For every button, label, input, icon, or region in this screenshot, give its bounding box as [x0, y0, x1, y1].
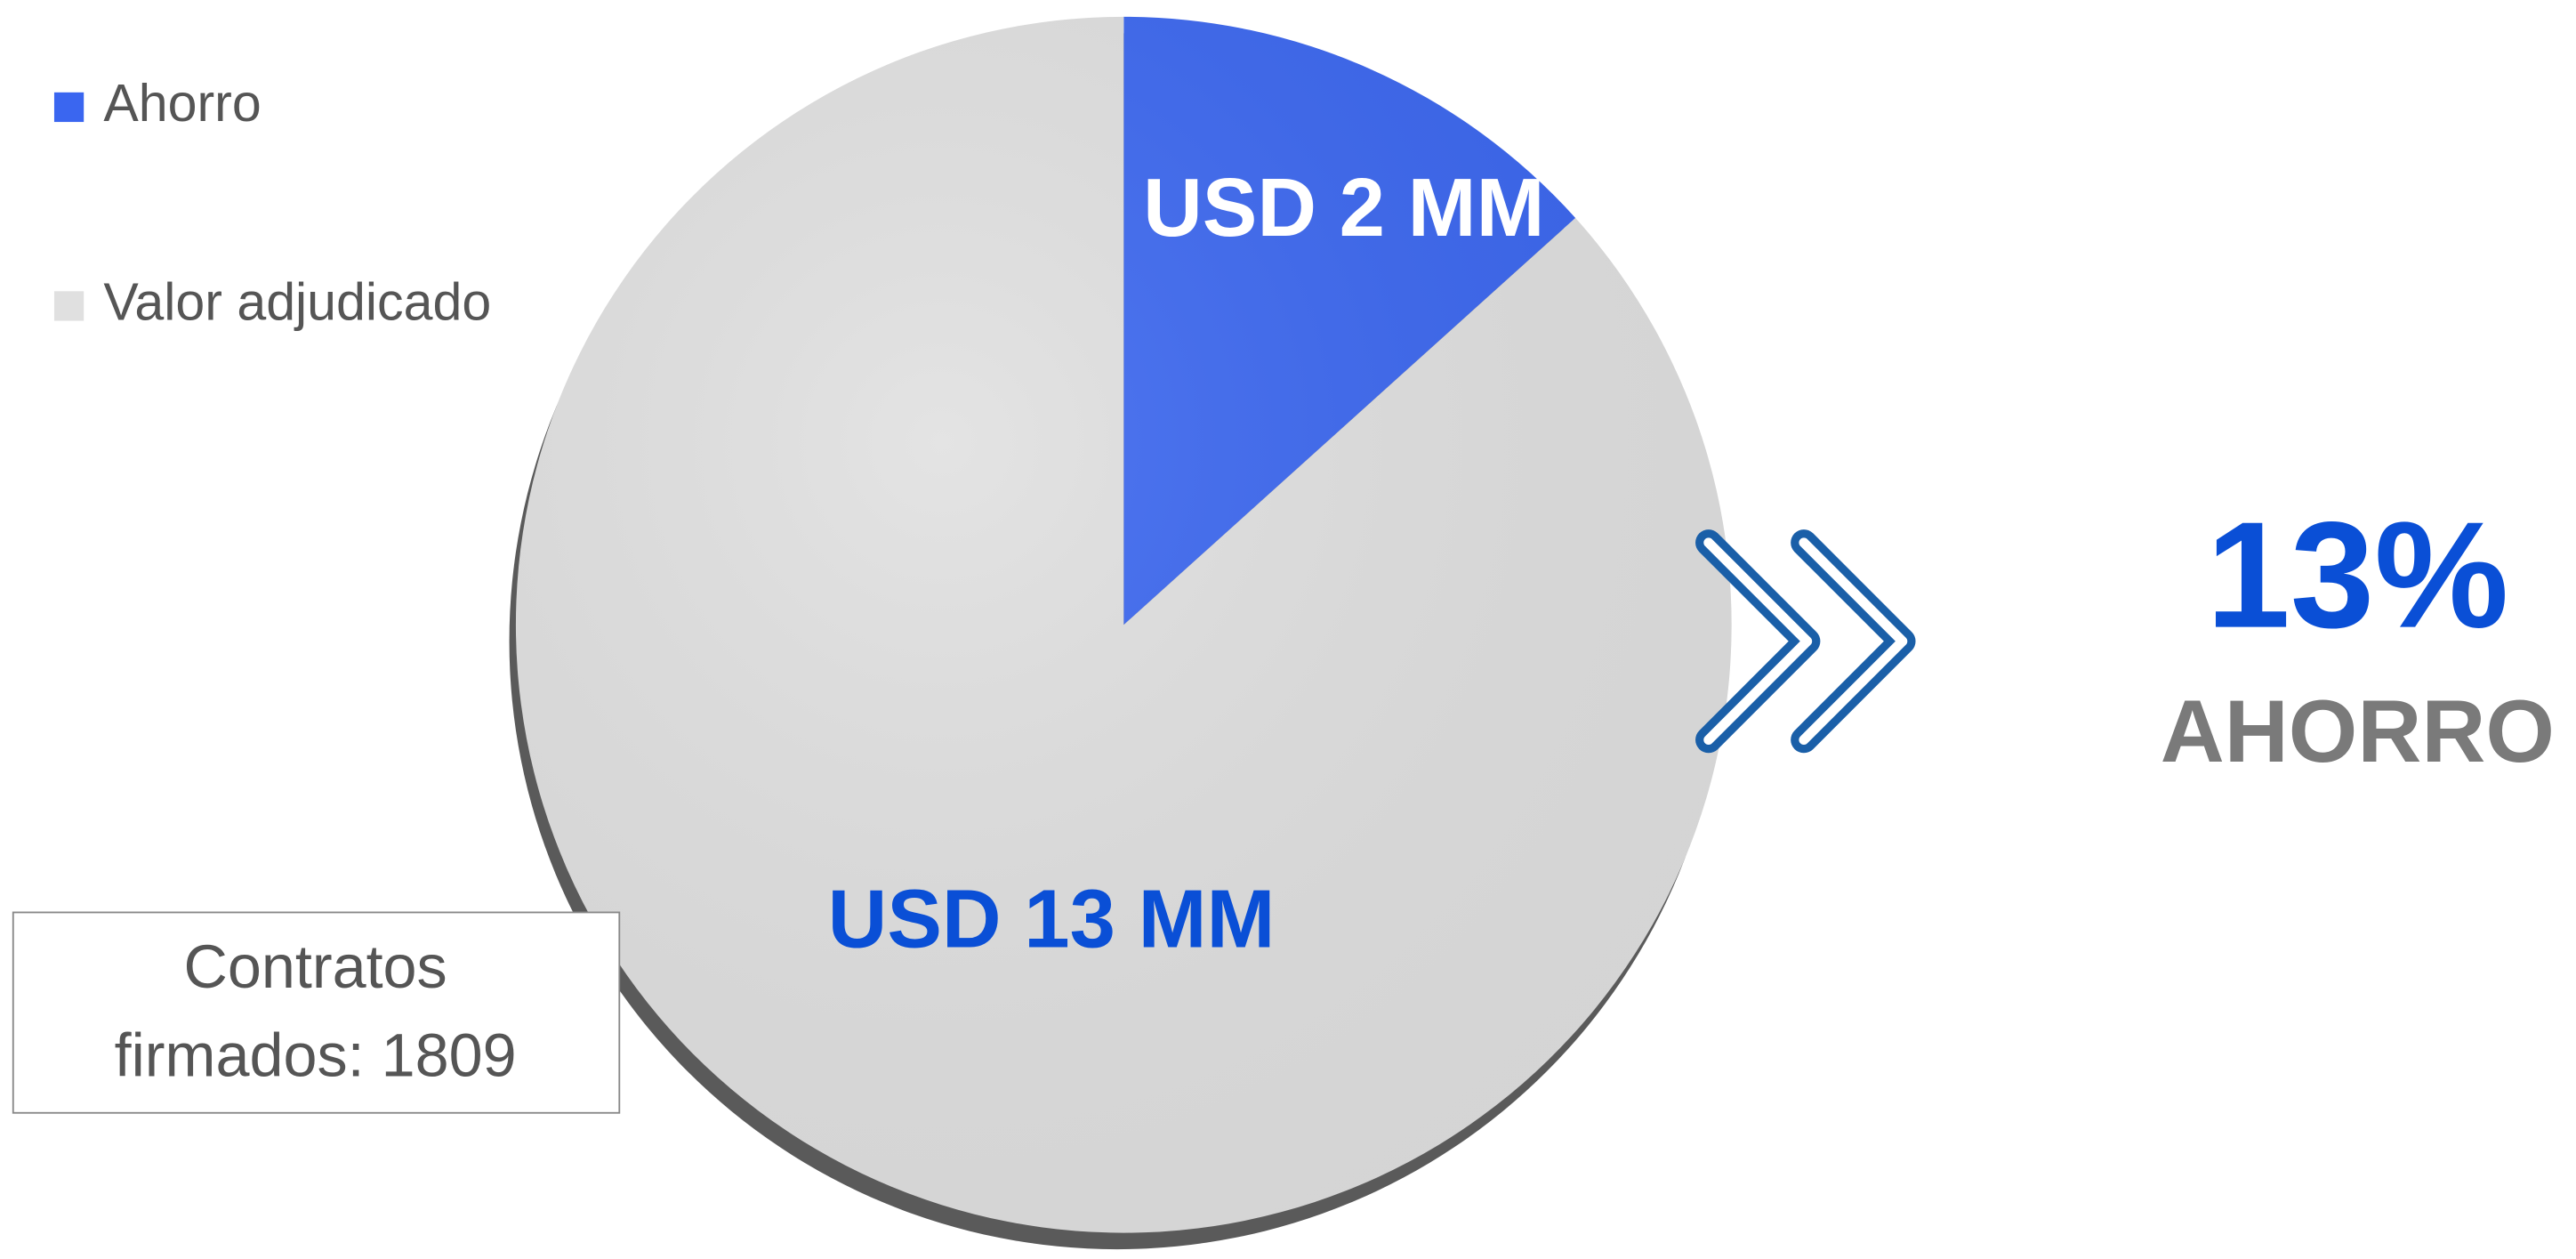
pie [515, 16, 1732, 1233]
caption-annotation: AHORRO [2161, 682, 2555, 781]
chevrons [1695, 529, 1916, 754]
legend-label: Ahorro [103, 73, 261, 133]
legend-swatch [53, 92, 85, 123]
percent-annotation: 13% [2206, 491, 2508, 660]
box-text: firmados: 1809 [115, 1022, 517, 1090]
data-label: USD 13 MM [828, 873, 1276, 965]
info-box [12, 911, 621, 1114]
box-text: Contratos [183, 933, 447, 1001]
legend-swatch [53, 291, 85, 321]
legend-label: Valor adjudicado [103, 272, 491, 332]
data-label: USD 2 MM [1143, 161, 1544, 254]
